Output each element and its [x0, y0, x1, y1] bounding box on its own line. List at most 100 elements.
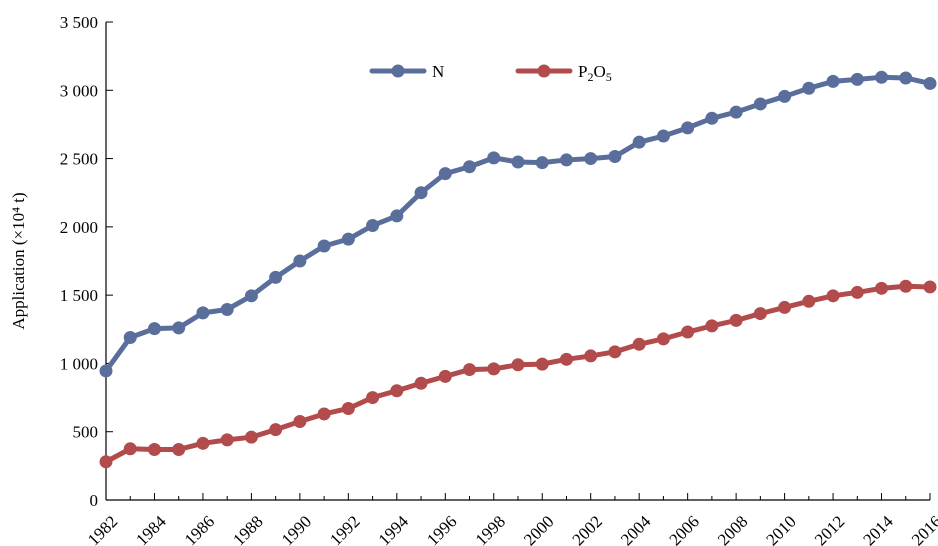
legend-n-marker — [391, 64, 405, 78]
data-point — [123, 330, 137, 344]
data-point — [875, 70, 889, 84]
data-point — [438, 369, 452, 383]
data-point — [438, 167, 452, 181]
data-point — [317, 407, 331, 421]
data-point — [487, 151, 501, 165]
data-point — [608, 150, 622, 164]
x-tick-label: 2014 — [859, 512, 897, 546]
data-point — [535, 357, 549, 371]
data-point — [705, 111, 719, 125]
y-tick-label: 2 500 — [60, 150, 98, 169]
data-point — [147, 442, 161, 456]
data-point — [341, 401, 355, 415]
data-point — [826, 289, 840, 303]
data-point — [220, 302, 234, 316]
data-point — [753, 97, 767, 111]
data-point — [317, 239, 331, 253]
data-point — [293, 254, 307, 268]
x-tick-label: 1984 — [132, 512, 170, 546]
x-tick-label: 2010 — [762, 512, 799, 546]
data-point — [729, 105, 743, 119]
data-point — [293, 414, 307, 428]
x-tick-label: 1990 — [278, 512, 315, 546]
x-tick-label: 1988 — [229, 512, 266, 546]
series-p2o5 — [99, 279, 937, 469]
data-point — [196, 306, 210, 320]
data-point — [681, 121, 695, 135]
data-point — [778, 300, 792, 314]
data-point — [850, 285, 864, 299]
data-point — [729, 313, 743, 327]
legend-p2o5-label: P2O5 — [578, 62, 612, 84]
data-point — [511, 155, 525, 169]
x-tick-label: 2006 — [665, 512, 702, 546]
data-point — [244, 430, 258, 444]
data-point — [99, 455, 113, 469]
data-point — [390, 209, 404, 223]
data-point — [875, 281, 889, 295]
x-tick-label: 2016 — [908, 512, 938, 546]
data-point — [414, 186, 428, 200]
data-point — [123, 442, 137, 456]
data-point — [196, 436, 210, 450]
y-tick-label: 3 000 — [60, 81, 98, 100]
y-ticks: 0 500 1 000 1 500 2 000 2 500 3 000 3 500 — [60, 13, 113, 510]
y-axis-title: Application (×10⁴ t) — [9, 192, 28, 329]
data-point — [753, 307, 767, 321]
data-point — [366, 218, 380, 232]
legend-p2o5-marker — [537, 64, 551, 78]
data-point — [632, 135, 646, 149]
data-point — [559, 352, 573, 366]
data-point — [172, 321, 186, 335]
data-point — [269, 270, 283, 284]
data-point — [705, 319, 719, 333]
x-tick-label: 2004 — [617, 512, 655, 546]
data-point — [414, 376, 428, 390]
y-tick-label: 1 000 — [60, 354, 98, 373]
x-tick-label: 1998 — [472, 512, 509, 546]
data-point — [511, 358, 525, 372]
data-point — [584, 349, 598, 363]
x-ticks: 1982 1984 1986 1988 1990 1992 1994 1996 1998 2000… — [84, 493, 938, 546]
y-tick-label: 2 000 — [60, 218, 98, 237]
x-tick-label: 2008 — [714, 512, 751, 546]
legend-item-n: N — [369, 62, 444, 81]
data-point — [656, 129, 670, 143]
legend: N P2O5 — [369, 62, 612, 84]
data-point — [269, 423, 283, 437]
x-tick-label: 1982 — [84, 512, 121, 546]
series-n — [99, 70, 937, 378]
x-tick-label: 2000 — [520, 512, 557, 546]
data-point — [463, 160, 477, 174]
data-point — [632, 337, 646, 351]
data-point — [147, 322, 161, 336]
series-layer — [99, 70, 937, 469]
legend-item-p2o5: P2O5 — [515, 62, 612, 84]
y-tick-label: 0 — [90, 491, 99, 510]
data-point — [802, 81, 816, 95]
legend-n-label: N — [432, 62, 444, 81]
data-point — [390, 384, 404, 398]
y-tick-label: 3 500 — [60, 13, 98, 32]
series-line — [103, 74, 933, 374]
data-point — [559, 153, 573, 167]
data-point — [802, 294, 816, 308]
data-point — [656, 332, 670, 346]
data-point — [923, 280, 937, 294]
x-tick-label: 2012 — [811, 512, 848, 546]
data-point — [220, 433, 234, 447]
x-tick-label: 1992 — [326, 512, 363, 546]
data-point — [608, 345, 622, 359]
data-point — [172, 442, 186, 456]
y-tick-label: 500 — [73, 423, 99, 442]
x-tick-label: 1994 — [375, 512, 413, 546]
data-point — [850, 72, 864, 86]
data-point — [366, 391, 380, 405]
x-tick-label: 1996 — [423, 512, 460, 546]
data-point — [584, 152, 598, 166]
data-point — [535, 156, 549, 170]
data-point — [899, 71, 913, 85]
x-tick-label: 1986 — [181, 512, 218, 546]
data-point — [778, 89, 792, 103]
